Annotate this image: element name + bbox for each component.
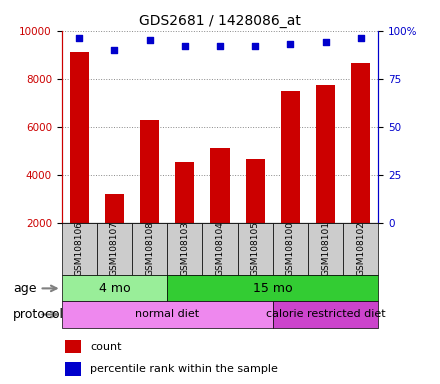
Text: GSM108102: GSM108102 [356,221,365,276]
Point [111,47,118,53]
Bar [308,223,343,275]
Text: normal diet: normal diet [135,310,199,319]
Point [216,43,224,49]
Text: GSM108108: GSM108108 [145,221,154,276]
Bar [281,91,300,223]
Bar [351,63,370,223]
Text: count: count [90,341,121,351]
Bar [62,223,97,275]
Title: GDS2681 / 1428086_at: GDS2681 / 1428086_at [139,14,301,28]
Text: age: age [13,282,37,295]
Bar [65,362,81,376]
Bar [202,223,238,275]
Point [357,35,364,41]
Text: percentile rank within the sample: percentile rank within the sample [90,364,278,374]
Bar [343,223,378,275]
Text: GSM108107: GSM108107 [110,221,119,276]
Bar [273,223,308,275]
Text: calorie restricted diet: calorie restricted diet [266,310,385,319]
Point [76,35,83,41]
Bar [62,275,167,301]
Bar [62,301,273,328]
Bar [316,85,335,223]
Bar [132,223,167,275]
Bar [97,223,132,275]
Bar [167,275,378,301]
Bar [70,52,89,223]
Bar [238,223,273,275]
Text: protocol: protocol [13,308,64,321]
Bar [210,148,230,223]
Bar [175,162,194,223]
Bar [105,194,124,223]
Text: GSM108100: GSM108100 [286,221,295,276]
Point [146,37,153,43]
Text: GSM108105: GSM108105 [251,221,260,276]
Bar [167,223,202,275]
Point [181,43,188,49]
Text: 4 mo: 4 mo [99,282,130,295]
Text: GSM108101: GSM108101 [321,221,330,276]
Point [252,43,259,49]
Bar [246,159,265,223]
Point [287,41,294,47]
Text: 15 mo: 15 mo [253,282,293,295]
Text: GSM108106: GSM108106 [75,221,84,276]
Point [322,39,329,45]
Bar [273,301,378,328]
Text: GSM108104: GSM108104 [216,221,224,276]
Bar [140,119,159,223]
Text: GSM108103: GSM108103 [180,221,189,276]
Bar [65,339,81,353]
